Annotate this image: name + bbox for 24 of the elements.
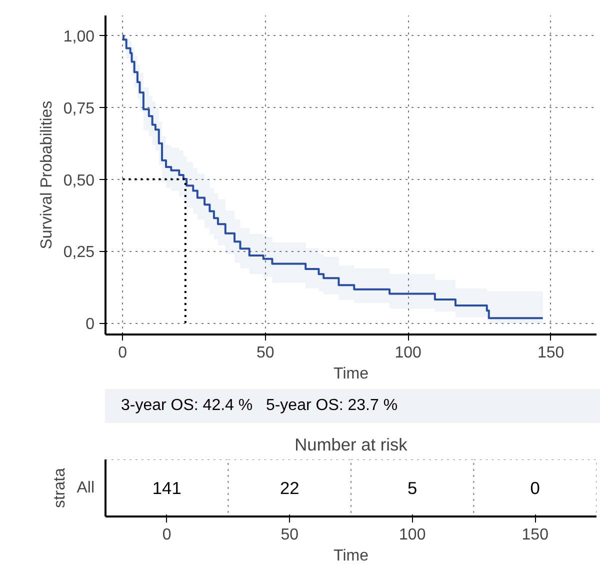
- x-tick-label: 150: [522, 526, 549, 544]
- y-tick-label: 1,00: [63, 28, 95, 46]
- data-label: 5: [408, 478, 418, 498]
- x-tick-label: 50: [280, 526, 299, 544]
- y-tick-label: 0: [86, 316, 95, 334]
- x-tick-label: 0: [162, 526, 172, 544]
- x-tick-label: 100: [394, 344, 422, 362]
- x-axis-title: Time: [334, 366, 369, 382]
- y-tick-label: 0,50: [63, 172, 95, 190]
- x-tick-label: 100: [399, 526, 426, 544]
- y-tick-label: 0,75: [63, 100, 95, 118]
- data-label: 22: [280, 478, 300, 498]
- x-tick-label: 50: [256, 344, 274, 362]
- y-tick-label: All: [76, 480, 94, 496]
- text: 3-year OS: 42.4 % 5-year OS: 23.7 %: [121, 396, 398, 416]
- chart-title: Number at risk: [294, 434, 408, 454]
- x-tick-label: 0: [118, 344, 128, 362]
- x-tick-label: 150: [537, 344, 564, 362]
- y-axis-title: Survival Probabilities: [38, 100, 56, 250]
- y-axis-title: strata: [52, 468, 69, 508]
- data-label: 0: [530, 478, 540, 498]
- x-axis-title: Time: [334, 548, 369, 564]
- y-tick-label: 0,25: [63, 244, 95, 262]
- data-label: 141: [152, 478, 182, 498]
